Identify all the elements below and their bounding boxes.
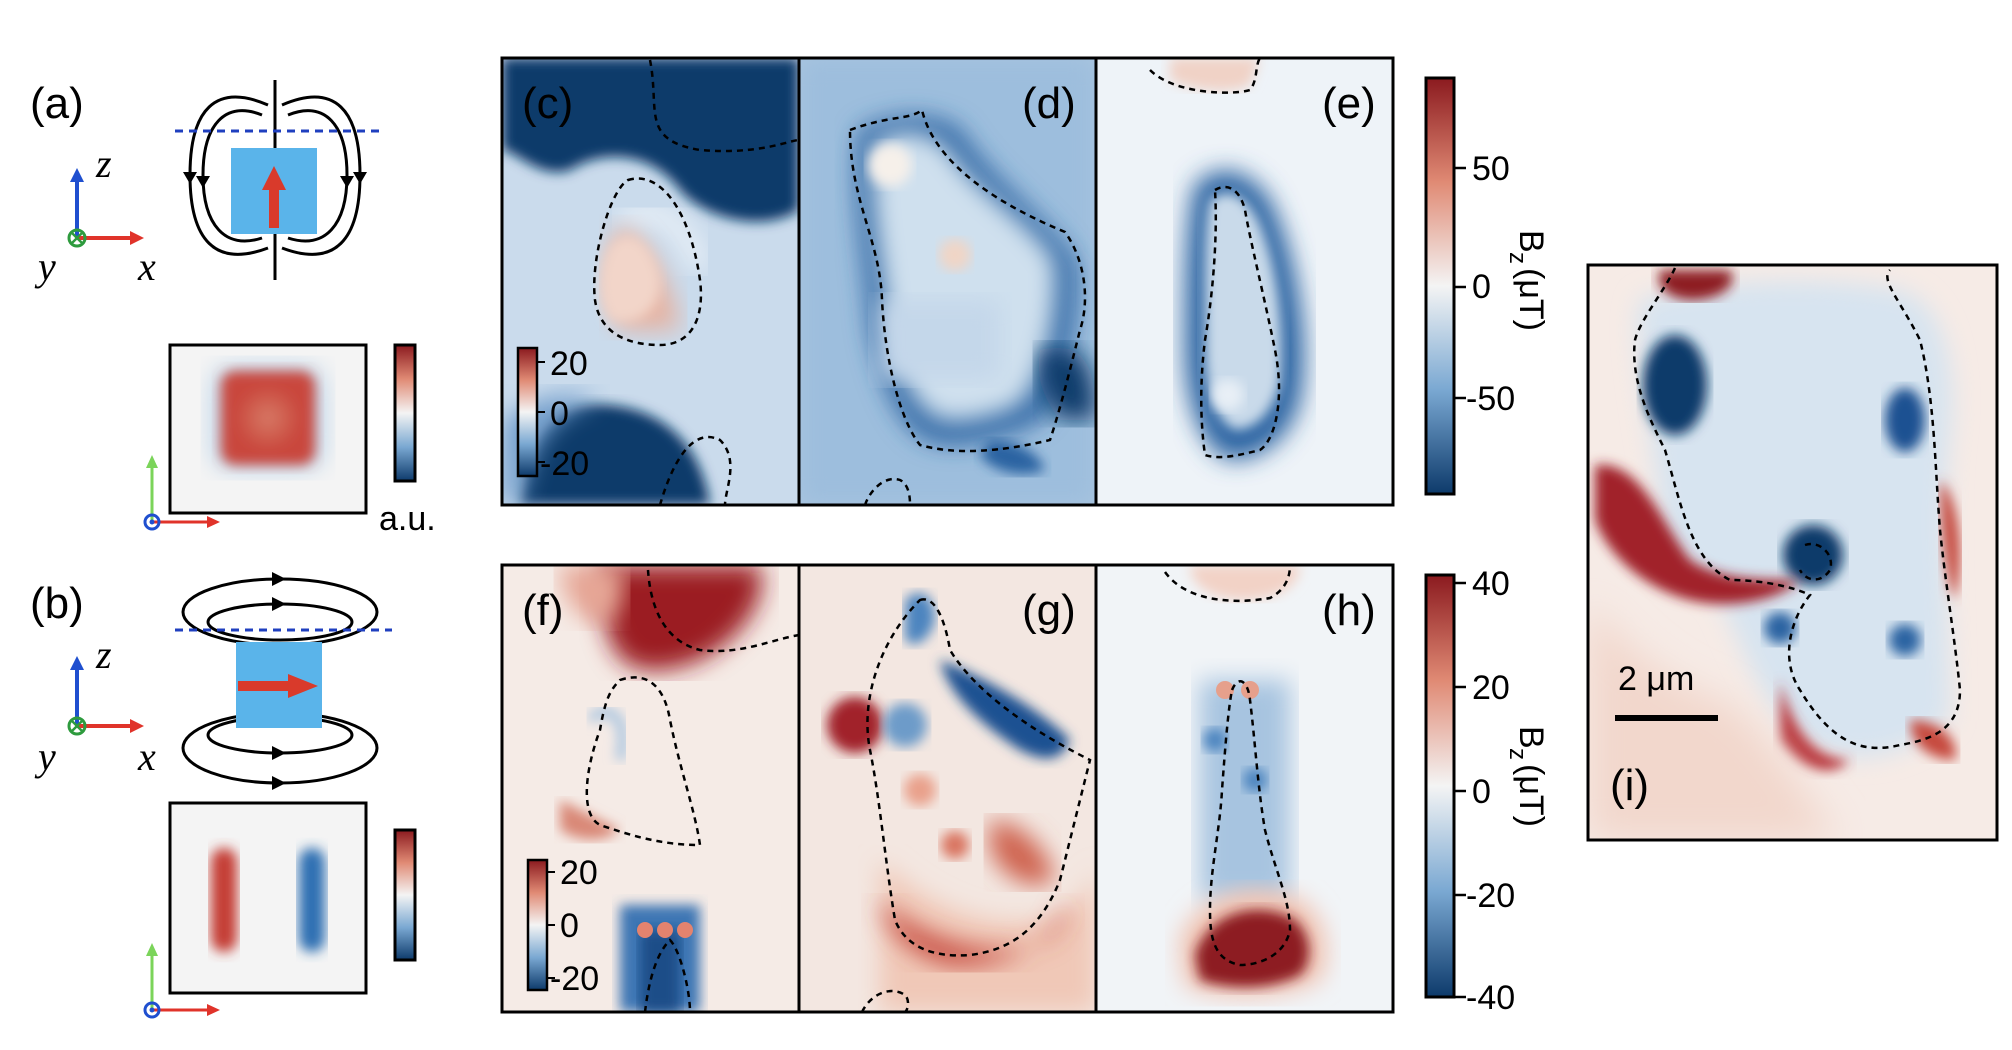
cbar-bottom-tick-2: 0	[1472, 773, 1491, 811]
colorbar-bottom: 40 20 0 -20 -40 B z (μT)	[1424, 565, 1550, 1017]
au-colorbar	[393, 343, 417, 483]
cbar-bottom-label-unit: (μT)	[1512, 764, 1550, 827]
cbar-top-label: B	[1512, 230, 1550, 253]
inset-tick-c-1: 0	[550, 395, 569, 433]
cbar-bottom-label: B	[1512, 726, 1550, 749]
map-panel-e: (e)	[1094, 56, 1395, 507]
panel-label-h: (h)	[1322, 586, 1376, 635]
inset-tick-f-0: 20	[560, 854, 598, 892]
axis-triad-a: z y x	[34, 141, 156, 289]
inset-colorbar-f	[526, 858, 549, 992]
cbar-top-label-unit: (μT)	[1512, 268, 1550, 331]
panel-label-c: (c)	[522, 79, 573, 128]
cbar-bottom-tick-1: 20	[1472, 669, 1510, 707]
panel-label-g: (g)	[1022, 586, 1076, 635]
map-panel-h: (h)	[1094, 563, 1395, 1014]
scale-bar-label: 2 μm	[1618, 660, 1694, 698]
axis-y-label: y	[34, 244, 56, 289]
axis-x-label: x	[137, 244, 156, 289]
cbar-bottom-tick-3: -20	[1466, 877, 1515, 915]
simulated-map-a	[143, 343, 368, 531]
panel-label-i: (i)	[1610, 761, 1649, 810]
cbar-top-tick-1: 0	[1472, 268, 1491, 306]
panel-label-b: (b)	[30, 579, 84, 628]
cbar-top-label-sub: z	[1504, 252, 1531, 264]
inset-tick-c-2: -20	[540, 445, 589, 483]
axis-y-label-b: y	[34, 734, 56, 779]
panel-label-f: (f)	[522, 586, 564, 635]
panel-label-a: (a)	[30, 79, 84, 128]
in-plane-dipole-schematic	[175, 572, 392, 790]
out-of-plane-dipole-schematic	[175, 80, 380, 280]
cbar-bottom-tick-4: -40	[1466, 979, 1515, 1017]
right-arrow-icon	[288, 674, 318, 698]
colorbar-top: 50 0 -50 B z (μT)	[1424, 76, 1550, 496]
cbar-top-tick-2: -50	[1466, 380, 1515, 418]
panel-b: (b) z y x	[30, 572, 417, 1019]
axis-triad-b: z y x	[34, 632, 156, 779]
cbar-top-tick-0: 50	[1472, 150, 1510, 188]
axis-x-label-b: x	[137, 734, 156, 779]
small-axis-triad-a	[143, 455, 220, 531]
inset-tick-f-1: 0	[560, 907, 579, 945]
inset-tick-f-2: -20	[550, 960, 599, 998]
map-panel-c: (c) 20 0 -20	[500, 56, 801, 507]
map-panel-d: (d)	[797, 56, 1098, 507]
panel-label-d: (d)	[1022, 79, 1076, 128]
map-panel-i: 2 μm (i)	[1586, 263, 1999, 842]
panel-a: (a) z y x	[30, 79, 436, 538]
map-panel-g: (g)	[797, 563, 1098, 1014]
cbar-bottom-label-sub: z	[1504, 748, 1531, 760]
map-panel-f: (f) 20 0 -20	[500, 563, 801, 1014]
au-label: a.u.	[379, 500, 436, 538]
axis-z-label-b: z	[95, 632, 112, 677]
cbar-bottom-tick-0: 40	[1472, 565, 1510, 603]
small-axis-triad-b	[143, 943, 220, 1019]
inset-colorbar-c	[516, 346, 539, 478]
simulated-map-b	[143, 801, 368, 1019]
axis-z-label: z	[95, 141, 112, 186]
up-arrow-icon	[262, 166, 286, 190]
au-colorbar-b	[393, 828, 417, 962]
panel-label-e: (e)	[1322, 79, 1376, 128]
inset-tick-c-0: 20	[550, 345, 588, 383]
